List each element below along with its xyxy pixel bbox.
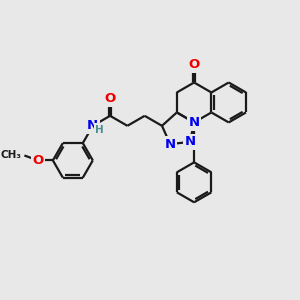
Text: CH₃: CH₃ xyxy=(1,151,22,160)
Text: N: N xyxy=(164,137,176,151)
Text: H: H xyxy=(95,124,104,135)
Text: O: O xyxy=(188,58,200,71)
Text: N: N xyxy=(87,119,98,132)
Text: O: O xyxy=(32,154,44,167)
Text: O: O xyxy=(104,92,116,105)
Text: N: N xyxy=(184,136,196,148)
Text: N: N xyxy=(188,116,200,129)
